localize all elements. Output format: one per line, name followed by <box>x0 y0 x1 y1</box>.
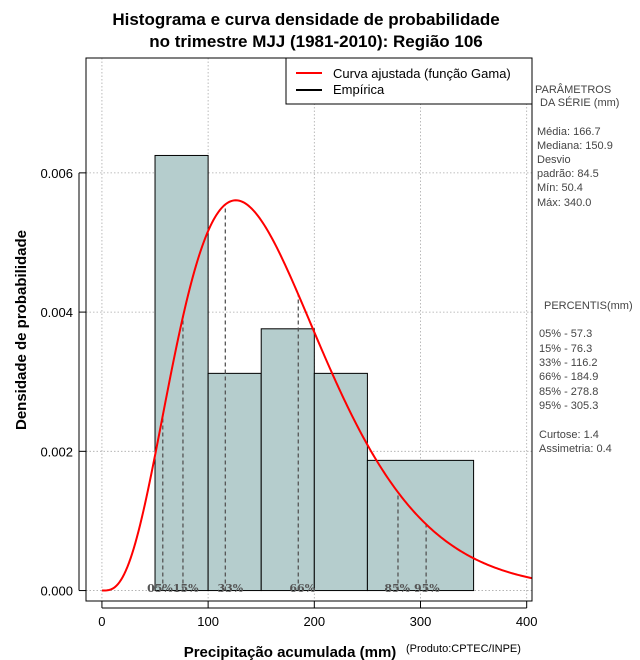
percentis-header: PERCENTIS(mm) <box>544 300 633 312</box>
param-desvio-2: padrão: 84.5 <box>537 168 599 180</box>
histogram-bar <box>154 154 209 592</box>
y-tick-label: 0.006 <box>40 166 73 181</box>
percentiles-panel: PERCENTIS(mm) 05% - 57.3 15% - 76.3 33% … <box>539 300 633 455</box>
legend-empirical-label: Empírica <box>333 82 385 97</box>
axes: 0 100 200 300 400 0.000 0.002 0.004 0.006 <box>40 166 537 629</box>
percentil-95: 95% - 305.3 <box>539 400 598 412</box>
param-desvio-1: Desvio <box>537 154 571 166</box>
y-axis-label: Densidade de probabilidade <box>13 230 30 430</box>
param-mediana: Mediana: 150.9 <box>537 140 613 152</box>
params-header-1: PARÂMETROS <box>535 83 611 96</box>
x-tick-label: 100 <box>197 614 219 629</box>
percentile-label: 66% <box>289 582 315 595</box>
percentil-85: 85% - 278.8 <box>539 386 598 398</box>
param-min: Mín: 50.4 <box>537 182 583 194</box>
percentil-15: 15% - 76.3 <box>539 343 592 355</box>
histogram-bar <box>313 372 368 592</box>
gamma-curve-group <box>101 199 533 592</box>
percentil-33: 33% - 116.2 <box>539 357 598 369</box>
x-tick-label: 200 <box>303 614 325 629</box>
x-axis-label: Precipitação acumulada (mm) <box>184 644 397 660</box>
percentil-66: 66% - 184.9 <box>539 371 598 383</box>
percentile-lines: 05%15% 33% 66% 85% 95% <box>147 204 440 595</box>
percentile-label: 33% <box>217 582 243 595</box>
legend-curve-label: Curva ajustada (função Gama) <box>333 66 511 81</box>
x-tick-label: 400 <box>516 614 538 629</box>
histogram-bar <box>207 372 262 592</box>
credit-label: (Produto:CPTEC/INPE) <box>406 643 521 655</box>
series-parameters-panel: PARÂMETROS DA SÉRIE (mm) Média: 166.7 Me… <box>535 83 619 209</box>
chart-title-line1: Histograma e curva densidade de probabil… <box>112 10 499 29</box>
stat-curtose: Curtose: 1.4 <box>539 429 599 441</box>
histogram-bars <box>154 154 475 592</box>
gamma-curve <box>101 199 533 592</box>
histogram-bar <box>260 328 315 592</box>
legend-box <box>285 57 533 105</box>
y-tick-label: 0.000 <box>40 584 73 599</box>
chart-title-line2: no trimestre MJJ (1981-2010): Região 106 <box>149 32 483 51</box>
x-tick-label: 0 <box>98 614 105 629</box>
y-tick-label: 0.002 <box>40 444 73 459</box>
histogram-bar <box>366 459 475 592</box>
stat-assimetria: Assimetria: 0.4 <box>539 443 612 455</box>
params-header-2: DA SÉRIE (mm) <box>540 96 619 109</box>
percentile-label: 85% 95% <box>384 582 440 595</box>
x-tick-label: 300 <box>410 614 432 629</box>
percentile-label: 05%15% <box>147 582 199 595</box>
legend: Curva ajustada (função Gama) Empírica <box>285 57 533 105</box>
percentil-05: 05% - 57.3 <box>539 328 592 340</box>
y-tick-label: 0.004 <box>40 305 73 320</box>
param-media: Média: 166.7 <box>537 126 601 138</box>
param-max: Máx: 340.0 <box>537 197 591 209</box>
